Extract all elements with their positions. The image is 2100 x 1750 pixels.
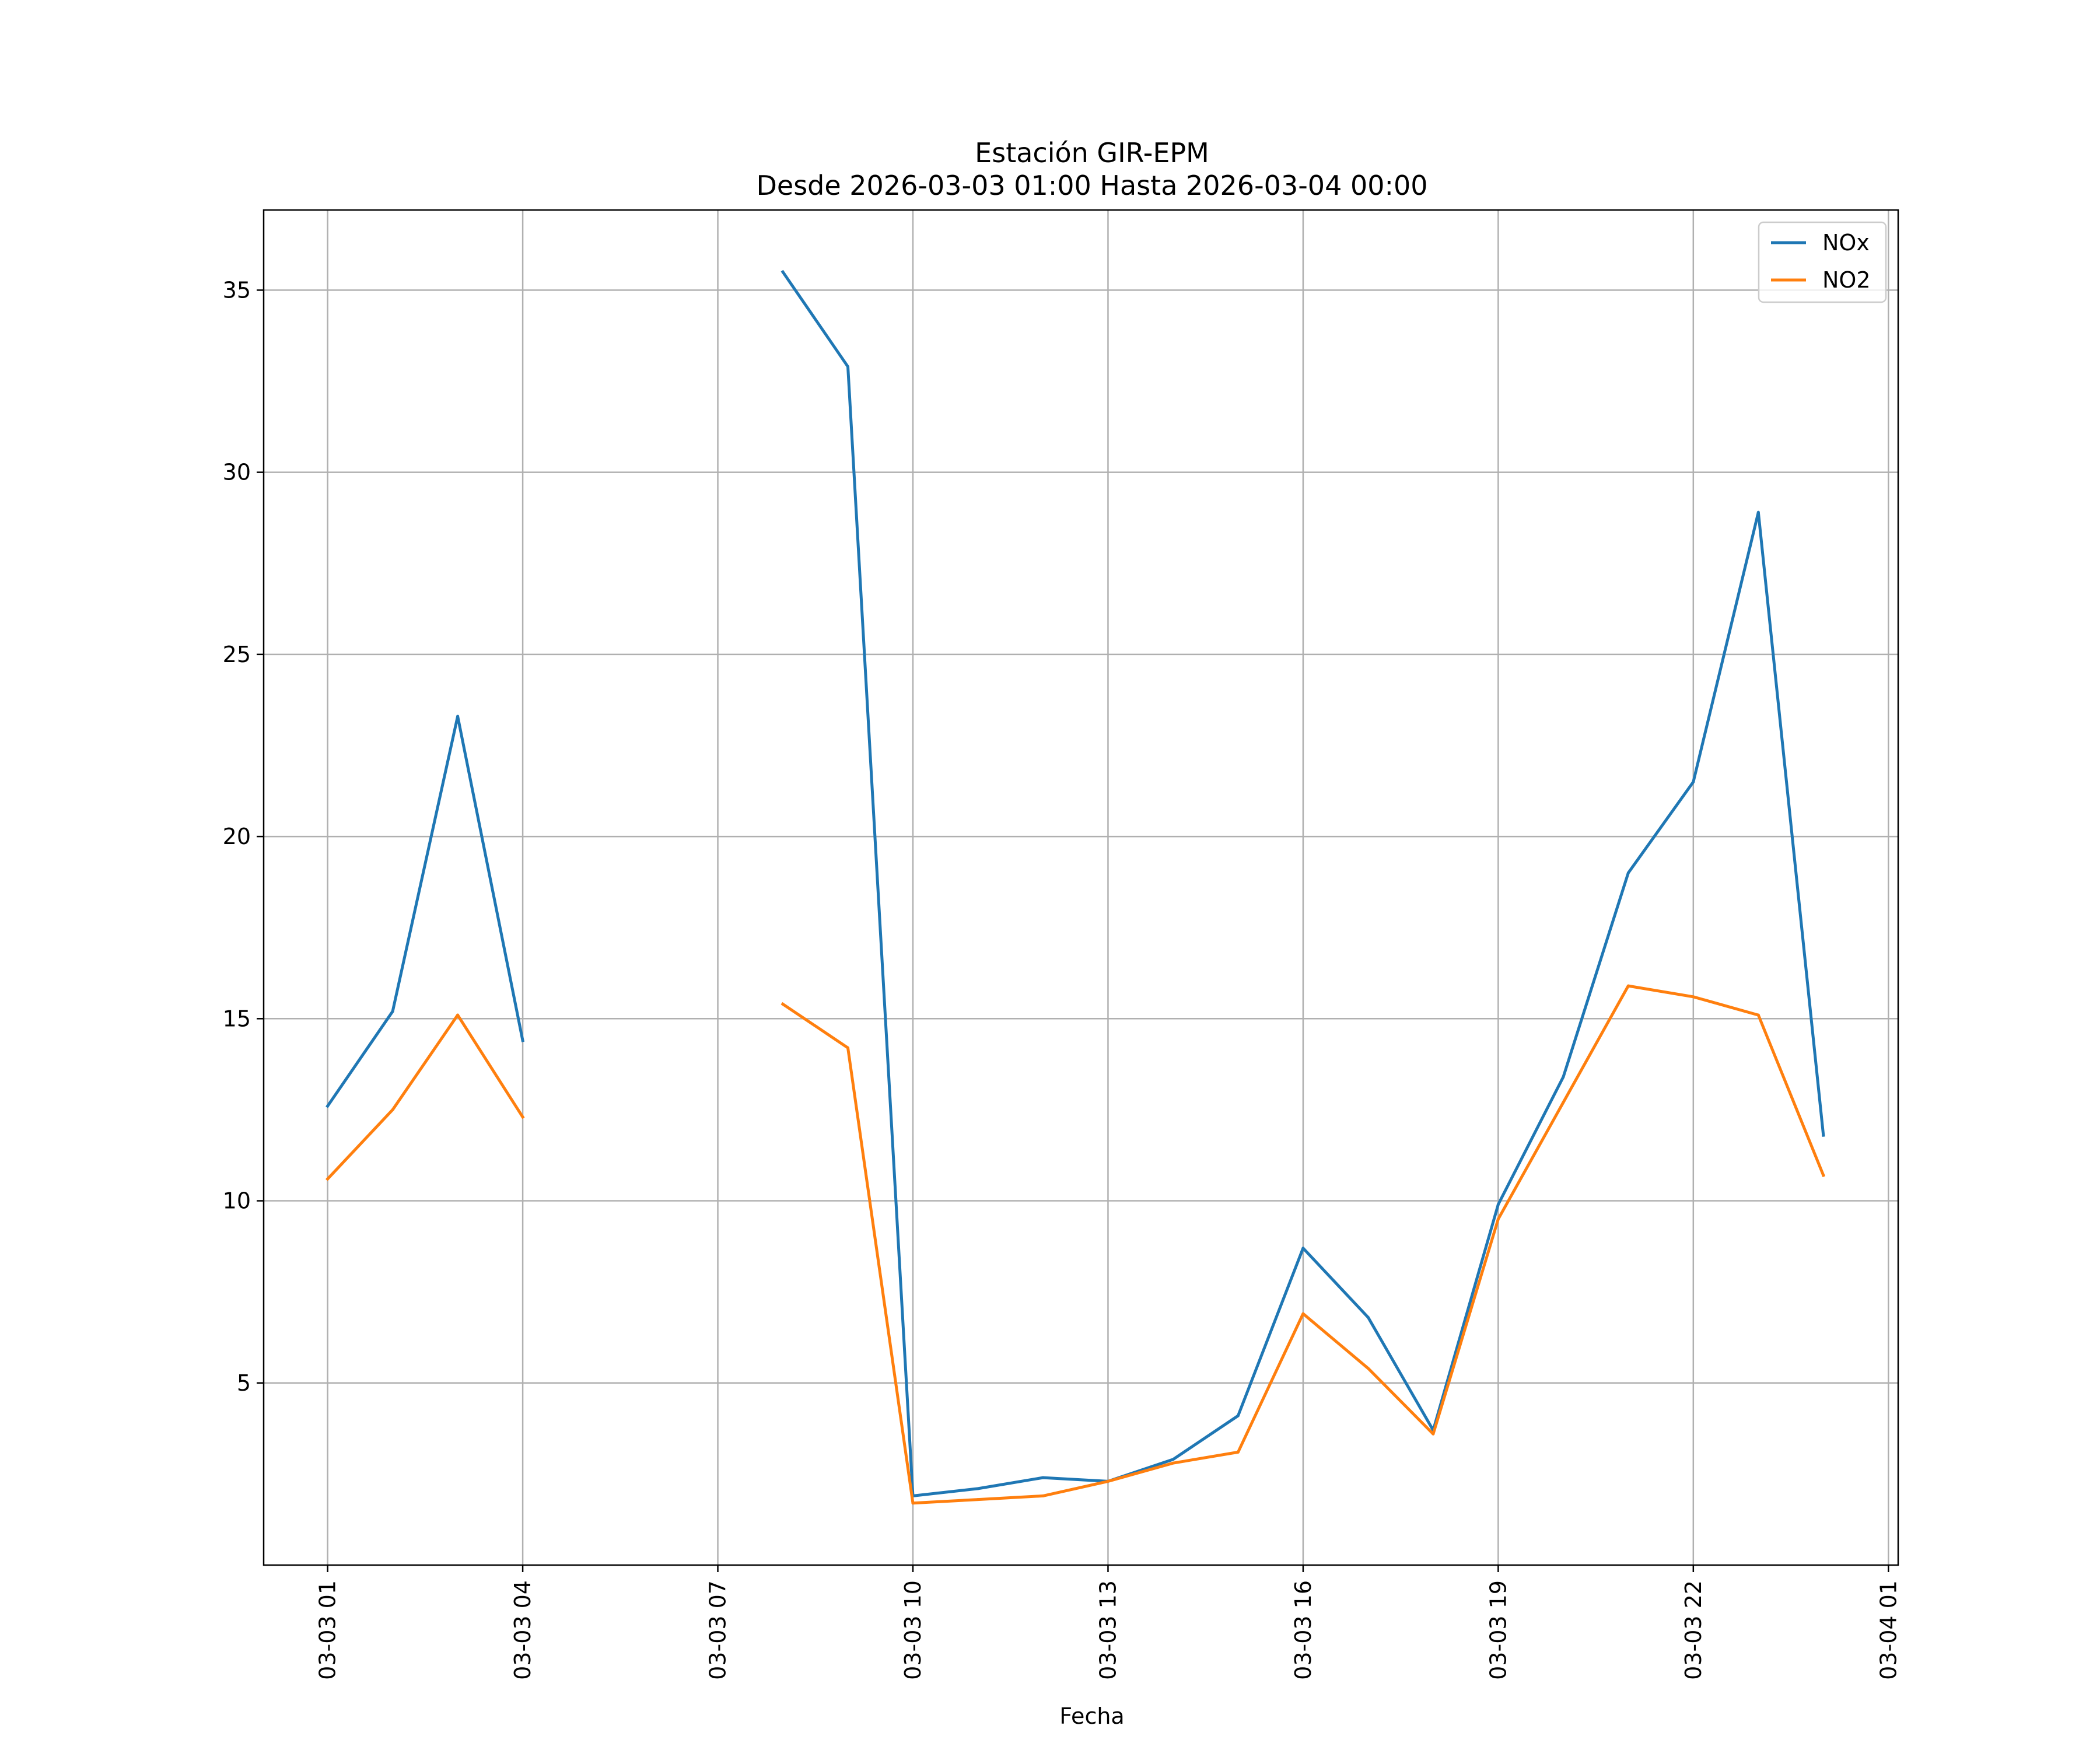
data-point-nox [1756,510,1760,514]
x-tick-label: 03-03 01 [315,1580,341,1680]
data-point-nox [326,1104,330,1108]
data-point-nox [1171,1458,1175,1461]
data-point-no2 [1366,1367,1370,1370]
data-point-nox [976,1487,979,1490]
x-tick-label: 03-03 13 [1095,1580,1121,1680]
data-point-nox [1301,1247,1305,1250]
data-point-no2 [976,1498,979,1502]
data-point-nox [1366,1315,1370,1319]
data-point-no2 [326,1177,330,1181]
y-tick-label: 20 [223,824,251,849]
data-point-no2 [1822,1174,1825,1177]
data-point-no2 [781,1002,785,1006]
data-point-no2 [1562,1101,1565,1104]
data-point-nox [1041,1476,1045,1479]
chart-title: Estación GIR-EPM [975,137,1209,169]
data-point-nox [1236,1414,1240,1418]
data-point-no2 [1692,995,1695,999]
data-point-no2 [1106,1479,1110,1483]
data-point-no2 [1496,1217,1500,1221]
data-point-no2 [846,1046,850,1049]
y-tick-label: 10 [223,1188,251,1214]
y-tick-label: 30 [223,460,251,485]
data-point-no2 [1301,1312,1305,1315]
data-point-nox [846,365,850,369]
plot-frame [262,209,1899,1566]
data-point-nox [1692,780,1695,783]
chart-subtitle: Desde 2026-03-03 01:00 Hasta 2026-03-04 … [756,170,1427,201]
data-point-nox [1822,1133,1825,1137]
data-point-nox [456,715,460,718]
data-point-nox [521,1039,524,1042]
data-point-no2 [1432,1432,1435,1436]
y-tick-label: 25 [223,642,251,667]
legend-label-nox: NOx [1822,230,1870,256]
x-tick-label: 03-03 10 [900,1580,926,1680]
legend: NOx NO2 [1758,221,1887,303]
data-point-no2 [1626,984,1630,988]
data-point-nox [1496,1203,1500,1206]
x-tick-label: 03-03 04 [510,1580,536,1680]
data-point-nox [781,270,785,274]
x-axis-label: Fecha [1059,1703,1124,1729]
grid-lines [264,210,1898,1565]
data-point-nox [1562,1075,1565,1079]
data-point-no2 [521,1115,524,1119]
series-line-no2 [326,1013,525,1181]
x-tick-label: 03-03 19 [1485,1580,1511,1680]
data-point-no2 [1041,1494,1045,1497]
data-point-no2 [911,1502,915,1505]
data-point-no2 [456,1013,460,1017]
data-point-no2 [1236,1450,1240,1454]
data-point-no2 [1171,1461,1175,1465]
x-tick-label: 03-03 22 [1681,1580,1706,1680]
x-tick-label: 03-03 07 [705,1580,731,1680]
series-lines [326,270,1826,1505]
data-point-nox [1626,872,1630,875]
x-tick-label: 03-03 16 [1290,1580,1316,1680]
series-line-nox [326,715,525,1108]
data-point-no2 [1756,1013,1760,1017]
data-point-nox [391,1010,394,1013]
x-tick-label: 03-04 01 [1875,1580,1901,1680]
y-tick-label: 15 [223,1006,251,1031]
legend-label-no2: NO2 [1822,267,1871,293]
y-tick-label: 35 [223,277,251,303]
y-tick-label: 5 [237,1370,251,1396]
data-point-no2 [391,1108,394,1111]
axis-ticks: 5 10 15 20 25 30 35 03-03 01 03-03 04 03-03 07 03-… [223,277,1902,1679]
